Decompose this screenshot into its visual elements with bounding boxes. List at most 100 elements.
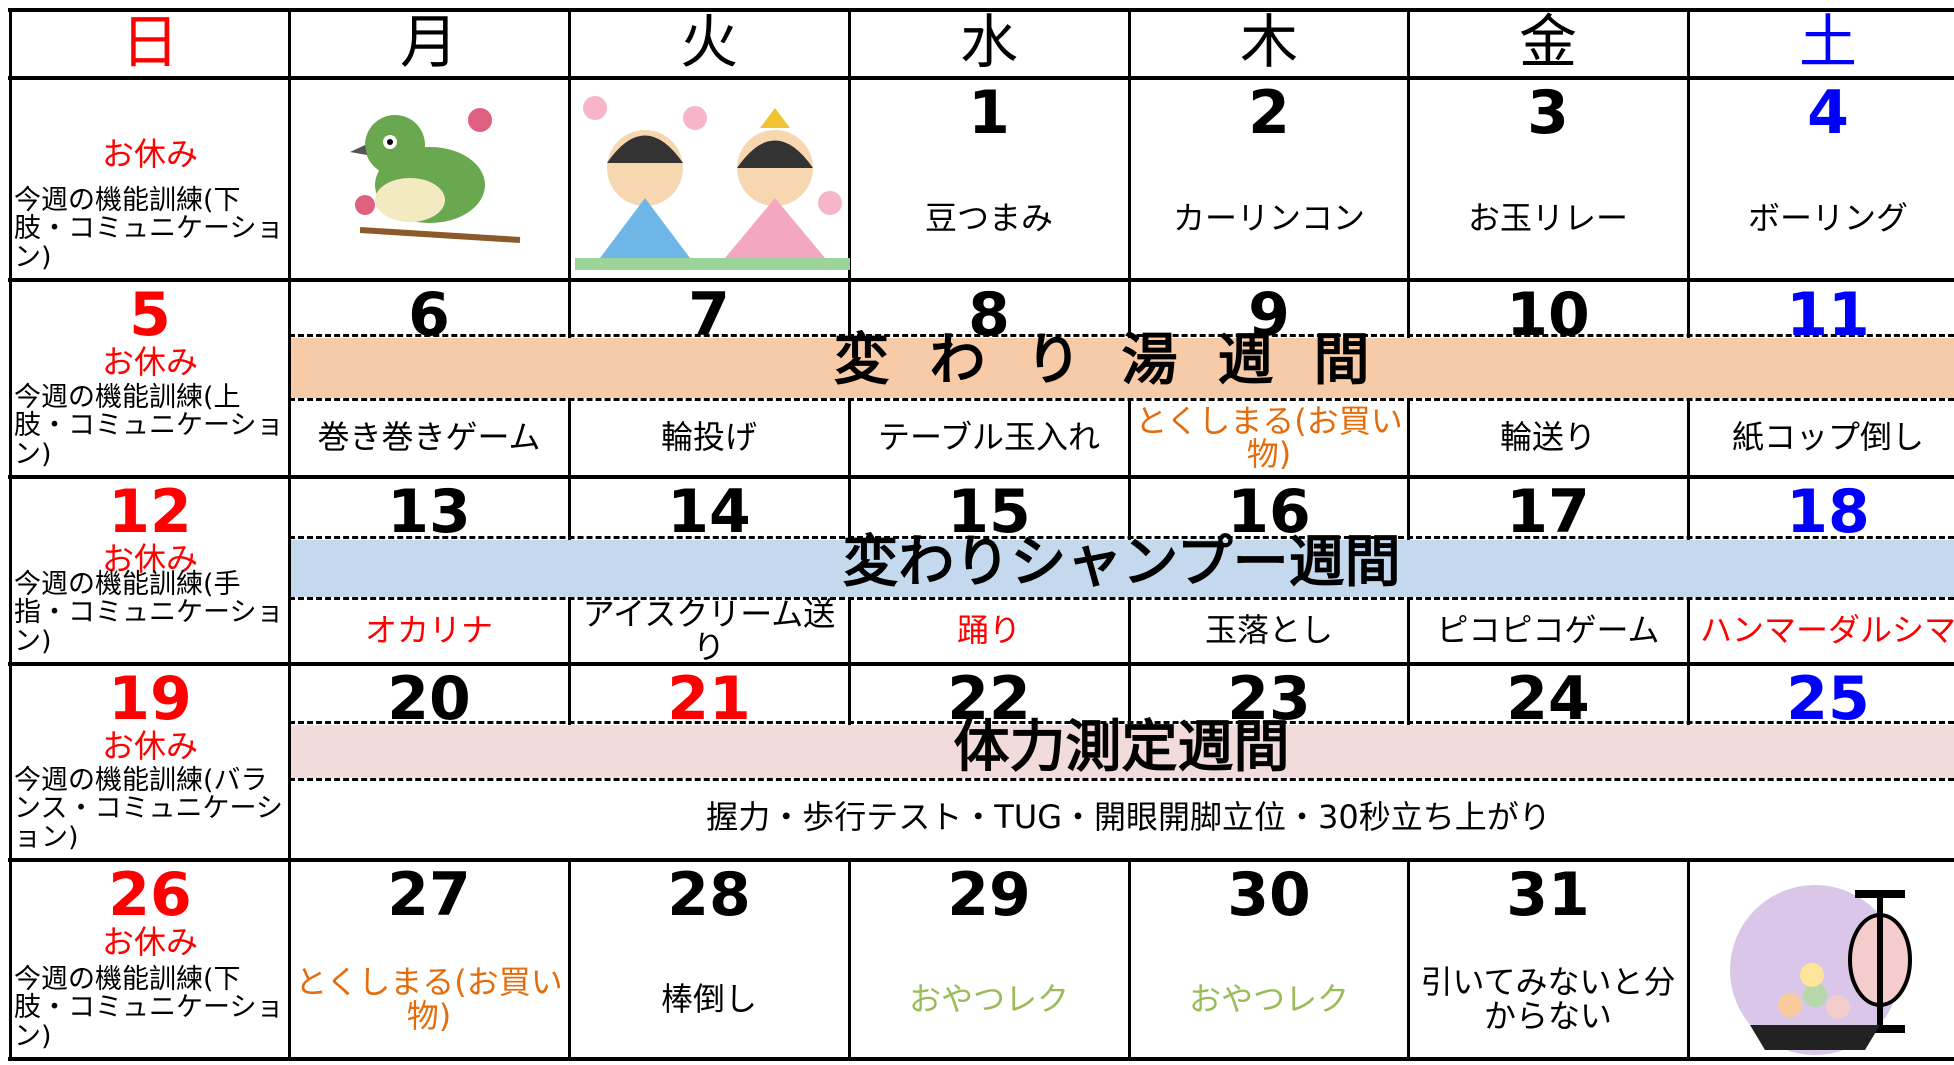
- date: 9: [1248, 280, 1290, 350]
- date: 28: [667, 860, 751, 930]
- date: 29: [947, 860, 1031, 930]
- rest-label: お休み: [101, 540, 198, 578]
- date: 17: [1506, 477, 1590, 547]
- date: 8: [968, 280, 1010, 350]
- date: 15: [947, 477, 1031, 547]
- banner-title: 変わり湯週間: [833, 328, 1410, 393]
- column-line: [848, 8, 851, 1061]
- row-line: [8, 8, 1954, 12]
- date: 14: [667, 477, 751, 547]
- activity-label: 紙コップ倒し: [1731, 418, 1924, 456]
- column-line: [9, 8, 12, 1061]
- row-line: [8, 1057, 1954, 1061]
- date: 31: [1506, 860, 1590, 930]
- date: 2: [1248, 78, 1290, 148]
- date: 4: [1807, 78, 1849, 148]
- dashed-line: [289, 721, 1954, 724]
- activity-label: とくしまる(お買い物): [295, 963, 563, 1035]
- activity-label: オカリナ: [364, 611, 493, 649]
- rest-label: お休み: [101, 923, 198, 961]
- activity-label: とくしまる(お買い物): [1135, 401, 1403, 474]
- row-line: [8, 76, 1954, 80]
- activity-label: 豆つまみ: [924, 199, 1053, 237]
- activity-label: おやつレク: [908, 979, 1069, 1018]
- activity-label: ボーリング: [1747, 199, 1908, 237]
- rest-label: お休み: [101, 135, 198, 173]
- date: 18: [1786, 477, 1870, 547]
- weekday-label: 金: [1518, 8, 1577, 76]
- rest-label: お休み: [101, 343, 198, 381]
- training-label: 今週の機能訓練(下肢・コミュニケーション): [14, 185, 284, 273]
- activity-label: 引いてみないと分からない: [1420, 963, 1676, 1035]
- banner: [291, 338, 1954, 398]
- date: 3: [1527, 78, 1569, 148]
- lantern-illustration: [1730, 885, 1912, 1055]
- date: 1: [968, 78, 1010, 148]
- date: 12: [108, 477, 192, 547]
- date: 10: [1506, 280, 1590, 350]
- weekday-label: 木: [1239, 8, 1298, 76]
- dashed-line: [289, 778, 1954, 781]
- column-line: [1407, 8, 1410, 1061]
- dashed-line: [289, 398, 1954, 401]
- dashed-line: [289, 334, 1954, 337]
- date: 26: [108, 860, 192, 930]
- banner: [291, 725, 1954, 778]
- weekday-label: 水: [959, 8, 1018, 76]
- banner-title: 変わりシャンプー週間: [842, 530, 1401, 595]
- row-line: [8, 475, 1954, 479]
- activity-label: 輪送り: [1499, 418, 1596, 456]
- activity-label: 踊り: [956, 611, 1021, 649]
- weekday-label: 火: [679, 8, 738, 76]
- activity-label: 輪投げ: [660, 418, 757, 456]
- date: 20: [387, 664, 471, 734]
- activity-label: お玉リレー: [1467, 199, 1628, 237]
- activity-label: ハンマーダルシマ: [1699, 611, 1954, 649]
- date: 30: [1227, 860, 1311, 930]
- column-line: [288, 8, 291, 1061]
- date: 24: [1506, 664, 1590, 734]
- date: 27: [387, 860, 471, 930]
- date: 25: [1786, 664, 1870, 734]
- activity-label: 棒倒し: [660, 979, 757, 1018]
- activity-label: カーリンコン: [1172, 199, 1365, 237]
- activity-label: アイスクリーム送り: [582, 594, 836, 667]
- activity-label: 巻き巻きゲーム: [317, 418, 541, 456]
- row-line: [8, 858, 1954, 862]
- date: 21: [667, 664, 751, 734]
- training-label: 今週の機能訓練(バランス・コミュニケーション): [14, 765, 283, 853]
- date: 11: [1786, 280, 1870, 350]
- date: 7: [688, 280, 730, 350]
- date: 22: [947, 664, 1031, 734]
- column-line: [1128, 8, 1131, 1061]
- bird-illustration: [350, 108, 521, 243]
- training-label: 今週の機能訓練(下肢・コミュニケーション): [14, 964, 284, 1052]
- weekday-label: 月: [399, 8, 458, 76]
- activity-label: テーブル玉入れ: [877, 418, 1101, 456]
- note-cover: [291, 781, 1954, 858]
- weekday-label: 日: [120, 8, 179, 76]
- column-line: [1687, 8, 1690, 1061]
- activity-label: おやつレク: [1188, 979, 1349, 1018]
- dashed-line: [289, 536, 1954, 539]
- date: 16: [1227, 477, 1311, 547]
- measurement-note: 握力・歩行テスト・TUG・開眼開脚立位・30秒立ち上がり: [706, 798, 1551, 836]
- activity-label: 玉落とし: [1204, 611, 1333, 649]
- dashed-line: [289, 597, 1954, 600]
- weekday-label: 土: [1798, 8, 1857, 76]
- date: 19: [108, 664, 192, 734]
- training-label: 今週の機能訓練(上肢・コミュニケーション): [14, 382, 284, 470]
- column-line: [568, 8, 571, 1061]
- row-line: [8, 662, 1954, 666]
- banner-title: 体力測定週間: [953, 715, 1290, 780]
- row-line: [8, 278, 1954, 282]
- date: 23: [1227, 664, 1311, 734]
- training-label: 今週の機能訓練(手指・コミュニケーション): [14, 569, 284, 657]
- date: 13: [387, 477, 471, 547]
- hina-dolls-illustration: [575, 96, 850, 270]
- date: 6: [408, 280, 450, 350]
- banner: [291, 540, 1954, 597]
- activity-label: ピコピコゲーム: [1436, 611, 1660, 649]
